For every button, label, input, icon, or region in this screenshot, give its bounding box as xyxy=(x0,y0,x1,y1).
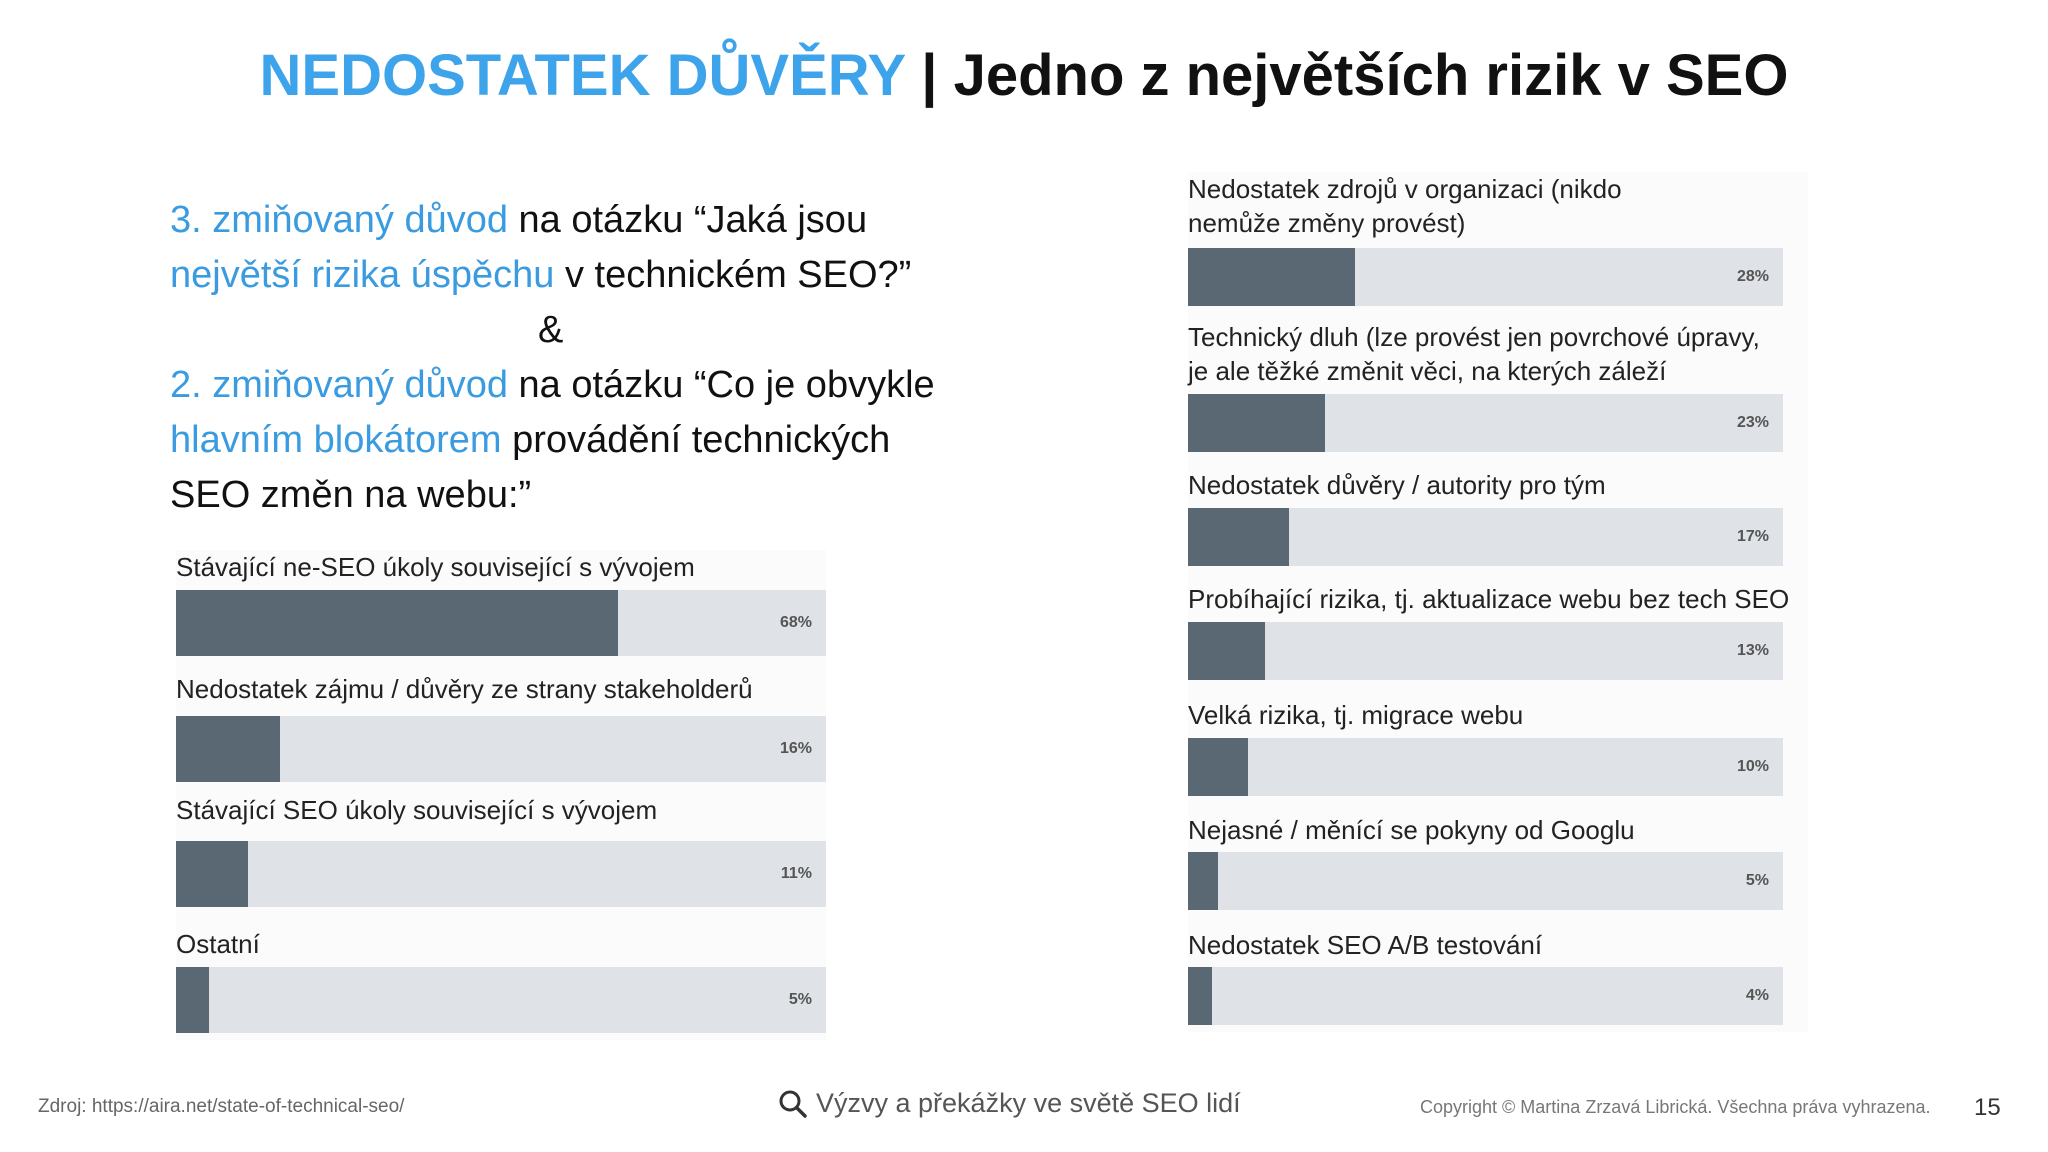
bar-label: Nedostatek SEO A/B testování xyxy=(1188,930,1543,960)
bar xyxy=(1188,738,1248,796)
bar-track: 28% xyxy=(1188,248,1783,306)
bar-value-label: 4% xyxy=(1745,987,1769,1004)
bar-value-label: 11% xyxy=(780,865,812,882)
bar-value-label: 5% xyxy=(1745,872,1769,889)
intro-highlight-2: největší rizika úspěchu xyxy=(170,254,555,296)
intro-text: 3. zmiňovaný důvod na otázku “Jaká jsou … xyxy=(170,193,970,523)
footer-tagline-text: Výzvy a překážky ve světě SEO lidí xyxy=(816,1088,1241,1118)
page-number: 15 xyxy=(1974,1094,2001,1121)
intro-highlight-4: hlavním blokátorem xyxy=(170,419,502,461)
footer-tagline: Výzvy a překážky ve světě SEO lidí xyxy=(778,1088,1241,1119)
bar-value-label: 5% xyxy=(788,991,812,1008)
bar-label: Probíhající rizika, tj. aktualizace webu… xyxy=(1188,584,1790,614)
bar-track: 17% xyxy=(1188,508,1783,566)
bar-value-label: 17% xyxy=(1736,528,1769,545)
bar xyxy=(1188,852,1218,910)
bar xyxy=(1188,394,1325,452)
bar-label: Stávající SEO úkoly související s vývoje… xyxy=(176,795,658,825)
bar-track: 4% xyxy=(1188,967,1783,1025)
intro-text-3: na otázku “Co je obvykle xyxy=(507,364,935,406)
bar-label: Nedostatek zájmu / důvěry ze strany stak… xyxy=(176,674,753,704)
bar-value-label: 10% xyxy=(1736,758,1769,775)
bar-label: Velká rizika, tj. migrace webu xyxy=(1188,700,1524,730)
bar xyxy=(1188,967,1212,1025)
bar-track: 68% xyxy=(176,590,826,656)
title-separator: | xyxy=(905,43,954,108)
copyright-notice: Copyright © Martina Zrzavá Librická. Vše… xyxy=(1420,1097,1931,1117)
risks-bar-chart: Nedostatek zdrojů v organizaci (nikdo ne… xyxy=(1188,172,1808,1032)
bar-value-label: 16% xyxy=(779,740,812,757)
slide-title: NEDOSTATEK DŮVĚRY | Jedno z největších r… xyxy=(0,42,2048,109)
bar xyxy=(176,716,280,782)
intro-text-1: na otázku “Jaká jsou xyxy=(507,199,868,241)
bar-track: 16% xyxy=(176,716,826,782)
bar-track: 5% xyxy=(176,967,826,1033)
bar-track: 5% xyxy=(1188,852,1783,910)
intro-ampersand: & xyxy=(538,309,564,351)
title-rest: Jedno z největších rizik v SEO xyxy=(953,43,1789,108)
title-accent: NEDOSTATEK DŮVĚRY xyxy=(259,43,906,108)
bar xyxy=(176,967,209,1033)
bar-value-label: 23% xyxy=(1736,414,1769,431)
bar-label: Ostatní xyxy=(176,929,260,959)
bar-value-label: 68% xyxy=(779,614,812,631)
bar-value-label: 13% xyxy=(1736,642,1769,659)
bar-label: Nejasné / měnící se pokyny od Googlu xyxy=(1188,815,1635,845)
source-citation: Zdroj: https://aira.net/state-of-technic… xyxy=(38,1096,405,1117)
bar-value-label: 28% xyxy=(1736,268,1769,285)
bar-label: Technický dluh (lze provést jen povrchov… xyxy=(1188,322,1760,386)
intro-highlight-1: 3. zmiňovaný důvod xyxy=(170,199,508,241)
bar-label: Nedostatek zdrojů v organizaci (nikdo ne… xyxy=(1188,174,1622,238)
bar-track: 13% xyxy=(1188,622,1783,680)
bar-track: 10% xyxy=(1188,738,1783,796)
bar-label: Stávající ne-SEO úkoly související s výv… xyxy=(176,552,695,582)
bar xyxy=(1188,248,1355,306)
search-icon xyxy=(779,1090,807,1118)
bar-label: Nedostatek důvěry / autority pro tým xyxy=(1188,470,1606,500)
bar-track: 11% xyxy=(176,841,826,907)
bar-track: 23% xyxy=(1188,394,1783,452)
bar xyxy=(176,590,618,656)
bar xyxy=(1188,622,1266,680)
blockers-bar-chart: Stávající ne-SEO úkoly související s výv… xyxy=(176,550,826,1040)
intro-highlight-3: 2. zmiňovaný důvod xyxy=(170,364,508,406)
intro-text-4: provádění technických SEO změn na webu:” xyxy=(170,419,891,516)
intro-text-2: v technickém SEO?” xyxy=(554,254,912,296)
bar xyxy=(1188,508,1290,566)
bar xyxy=(176,841,248,907)
